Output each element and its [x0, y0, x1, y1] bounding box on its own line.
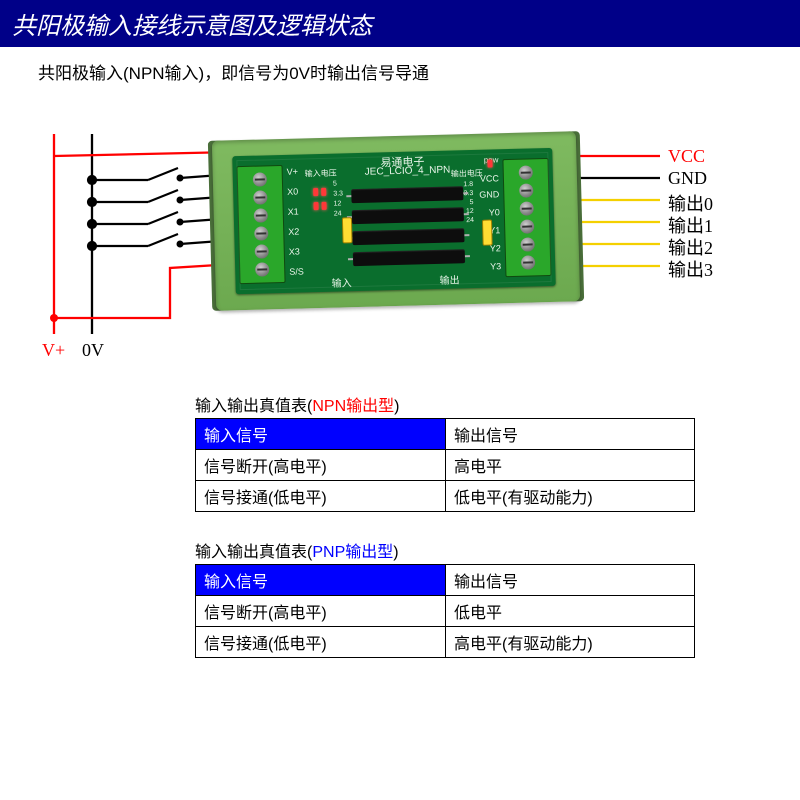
t1-r0-in: 信号断开(高电平): [196, 450, 446, 481]
board-model: JEC_LCIO_4_NPN: [365, 165, 451, 178]
t1-col-out: 输出信号: [446, 419, 695, 450]
gnd-label: GND: [668, 168, 707, 189]
left-terminal-block: [237, 165, 286, 284]
truth-tables: 输入输出真值表(NPN输出型) 输入信号 输出信号 信号断开(高电平) 高电平 …: [195, 392, 780, 658]
in-v-label: 输入电压: [305, 168, 337, 180]
out3-label: 输出3: [668, 256, 713, 282]
table-npn: 输入输出真值表(NPN输出型) 输入信号 输出信号 信号断开(高电平) 高电平 …: [195, 392, 780, 512]
in-label: 输入: [331, 274, 351, 290]
t2-col-in: 输入信号: [196, 565, 446, 596]
t2-r0-in: 信号断开(高电平): [196, 596, 446, 627]
out-v-label: 输出电压: [451, 168, 483, 180]
optocoupler-row: [351, 182, 465, 269]
out-label: 输出: [439, 271, 459, 287]
t2-r1-out: 高电平(有驱动能力): [446, 627, 695, 658]
zero-v-label: 0V: [82, 340, 104, 361]
t1-r0-out: 高电平: [446, 450, 695, 481]
t2-col-out: 输出信号: [446, 565, 695, 596]
t1-r1-out: 低电平(有驱动能力): [446, 481, 695, 512]
table-pnp: 输入输出真值表(PNP输出型) 输入信号 输出信号 信号断开(高电平) 低电平 …: [195, 538, 780, 658]
board-brand: 易通电子: [380, 153, 424, 170]
wiring-diagram: 易通电子 JEC_LCIO_4_NPN pow 输入电压 输出电压 V+ X0 …: [20, 94, 780, 384]
t1-col-in: 输入信号: [196, 419, 446, 450]
module-board: 易通电子 JEC_LCIO_4_NPN pow 输入电压 输出电压 V+ X0 …: [230, 138, 562, 305]
right-terminal-block: [502, 158, 551, 277]
vcc-label: VCC: [668, 146, 705, 167]
t2-r0-out: 低电平: [446, 596, 695, 627]
pow-label: pow: [484, 155, 499, 164]
page-title: 共阳极输入接线示意图及逻辑状态: [0, 0, 800, 47]
t2-r1-in: 信号接通(低电平): [196, 627, 446, 658]
vplus-label: V+: [42, 340, 65, 361]
t1-r1-in: 信号接通(低电平): [196, 481, 446, 512]
subtitle: 共阳极输入(NPN输入)，即信号为0V时输出信号导通: [38, 59, 780, 84]
